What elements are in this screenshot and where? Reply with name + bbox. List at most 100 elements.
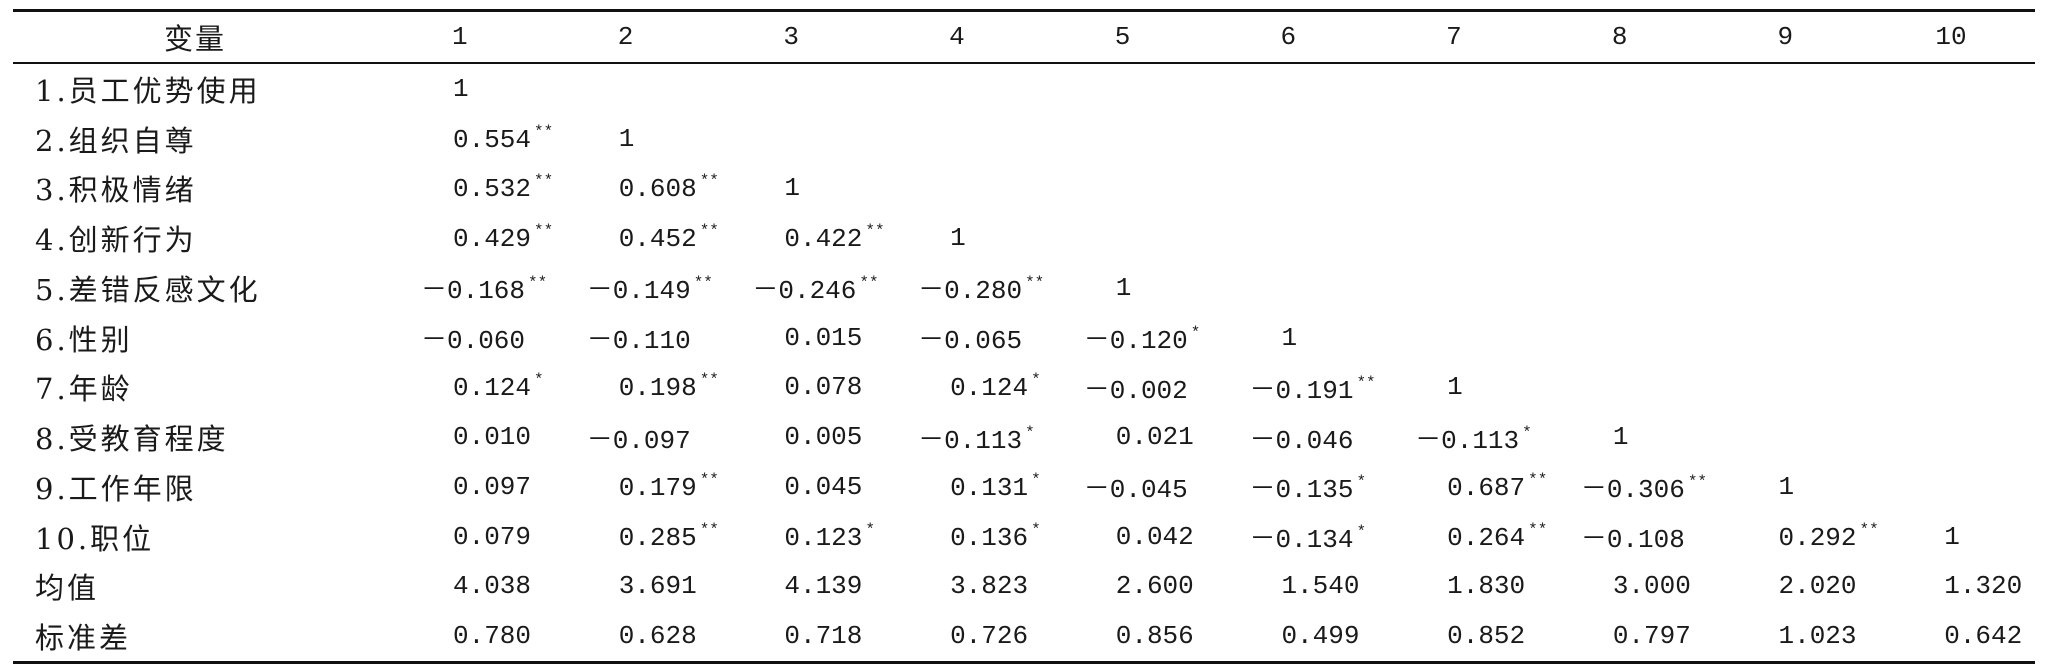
- significance-marker: *: [1031, 371, 1041, 390]
- table-row: 均值 4.038 3.691 4.139 3.823 2.600 1.540 1.830 3.0…: [13, 562, 2035, 612]
- row-label: 7.年龄: [35, 372, 133, 407]
- table-cell: －0.191 **: [1205, 369, 1375, 406]
- cell-value: 1: [453, 73, 469, 104]
- table-cell: 0.021: [1040, 422, 1206, 452]
- cell-value: －0.108: [1580, 525, 1685, 556]
- significance-marker: **: [534, 172, 554, 191]
- cell-value: －0.134: [1249, 525, 1354, 556]
- correlation-table: 变量 1 2 3 4 5 6 7 8 9 10 1.员工优势使用 1 2.组织自尊 0.554 ** 1 3.…: [13, 9, 2035, 664]
- table-cell: 0.264 **: [1371, 521, 1547, 553]
- row-label: 4.创新行为: [35, 223, 197, 258]
- table-cell: －0.306 **: [1537, 468, 1707, 506]
- cell-value: 0.010: [453, 422, 532, 453]
- cell-value: 0.452: [618, 224, 697, 255]
- significance-marker: **: [528, 274, 548, 293]
- significance-marker: **: [699, 470, 719, 489]
- cell-value: 0.429: [453, 224, 532, 255]
- table-cell: 0.015: [708, 323, 874, 353]
- table-cell: 1: [1868, 522, 2034, 552]
- column-header: 1: [452, 22, 468, 52]
- table-cell: 0.797: [1537, 621, 1703, 651]
- cell-value: －0.306: [1580, 475, 1685, 506]
- significance-marker: **: [865, 222, 885, 241]
- row-label: 1.员工优势使用: [35, 73, 261, 108]
- table-row: 9.工作年限 0.097 0.179 ** 0.045 0.131 * －0.045 －0.13…: [13, 462, 2035, 512]
- table-cell: 1: [377, 74, 543, 104]
- cell-value: 0.499: [1281, 621, 1360, 652]
- table-cell: －0.113 *: [1371, 419, 1537, 456]
- cell-value: －0.135: [1249, 475, 1354, 506]
- cell-value: 1: [1447, 372, 1463, 403]
- table-cell: 1.320: [1868, 571, 2034, 601]
- table-cell: 0.499: [1205, 621, 1371, 651]
- significance-marker: *: [1356, 523, 1367, 542]
- significance-marker: **: [699, 520, 719, 539]
- cell-value: 0.532: [453, 174, 532, 205]
- cell-value: 0.198: [618, 373, 697, 404]
- table-cell: －0.097: [543, 419, 709, 456]
- cell-value: 0.780: [453, 621, 532, 652]
- table-cell: 0.856: [1040, 621, 1206, 651]
- table-cell: 3.691: [543, 571, 709, 601]
- table-cell: －0.110: [543, 319, 709, 356]
- cell-value: 0.642: [1944, 621, 2023, 652]
- table-cell: 0.079: [377, 522, 543, 552]
- row-label: 6.性别: [35, 322, 133, 357]
- table-row: 7.年龄 0.124 * 0.198 ** 0.078 0.124 * －0.002 －0.191…: [13, 363, 2035, 413]
- significance-marker: *: [1031, 470, 1041, 489]
- cell-value: 1: [1612, 422, 1629, 453]
- table-cell: 0.198 **: [543, 371, 719, 404]
- table-row: 4.创新行为 0.429 ** 0.452 ** 0.422 ** 1: [13, 213, 2035, 263]
- significance-marker: *: [1356, 473, 1367, 492]
- cell-value: 1.023: [1778, 621, 1857, 652]
- significance-marker: **: [1528, 520, 1548, 539]
- table-row: 8.受教育程度 0.010 －0.097 0.005 －0.113 * 0.021 －0.04…: [13, 412, 2035, 462]
- cell-value: 0.179: [618, 472, 697, 503]
- cell-value: 0.136: [950, 522, 1029, 553]
- table-row: 5.差错反感文化 －0.168 ** －0.149 ** －0.246 ** －0.280 **…: [13, 263, 2035, 313]
- table-cell: 2.600: [1040, 571, 1206, 601]
- cell-value: 0.097: [453, 471, 532, 502]
- cell-value: －0.246: [752, 276, 857, 307]
- table-row: 标准差 0.780 0.628 0.718 0.726 0.856 0.499 0.852 0.…: [13, 611, 2035, 661]
- table-cell: 1: [874, 223, 1040, 253]
- cell-value: －0.065: [918, 326, 1023, 357]
- table-cell: －0.135 *: [1205, 468, 1371, 505]
- cell-value: 0.021: [1115, 422, 1194, 453]
- cell-value: 0.285: [618, 522, 697, 553]
- cell-value: 0.797: [1612, 621, 1691, 652]
- cell-value: －0.113: [1415, 425, 1520, 456]
- table-cell: 0.642: [1868, 621, 2034, 651]
- cell-value: －0.060: [421, 326, 526, 357]
- table-cell: 0.292 **: [1703, 521, 1879, 553]
- table-cell: 1: [543, 124, 709, 154]
- significance-marker: *: [865, 520, 875, 539]
- significance-marker: *: [1522, 423, 1532, 442]
- table-cell: 0.608 **: [543, 172, 719, 204]
- cell-value: 1.320: [1944, 571, 2023, 602]
- row-label: 均值: [35, 571, 100, 606]
- row-label: 标准差: [35, 621, 132, 656]
- table-cell: －0.149 **: [543, 269, 713, 306]
- row-label: 10.职位: [35, 521, 155, 556]
- row-label: 2.组织自尊: [35, 123, 197, 158]
- table-cell: 0.554 **: [377, 123, 553, 155]
- column-header: 9: [1777, 22, 1794, 52]
- table-cell: 1: [1537, 422, 1703, 452]
- cell-value: 3.691: [618, 571, 697, 602]
- significance-marker: *: [1031, 520, 1041, 539]
- table-cell: －0.280 **: [874, 269, 1044, 306]
- significance-marker: **: [699, 172, 719, 191]
- cell-value: 4.038: [453, 571, 532, 602]
- table-cell: －0.046: [1205, 419, 1371, 456]
- significance-marker: **: [1859, 520, 1879, 539]
- table-cell: 0.687 **: [1371, 471, 1547, 503]
- table-cell: 0.010: [377, 422, 543, 452]
- significance-marker: **: [1687, 473, 1708, 492]
- table-cell: －0.045: [1040, 468, 1206, 505]
- column-header: 6: [1280, 22, 1297, 52]
- cell-value: －0.110: [586, 326, 691, 357]
- significance-marker: **: [1528, 470, 1548, 489]
- cell-value: 1: [1944, 521, 1960, 552]
- cell-value: 0.718: [784, 621, 863, 652]
